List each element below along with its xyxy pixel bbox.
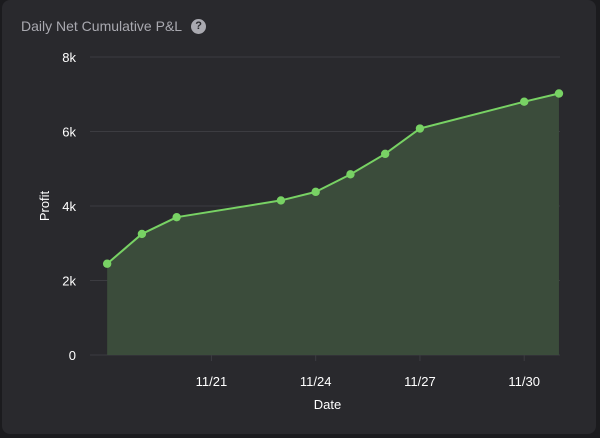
area-layer (107, 93, 559, 355)
line-layer (106, 92, 560, 265)
x-tick-label: 11/21 (196, 374, 228, 389)
series-line (106, 92, 560, 265)
data-point (172, 212, 181, 222)
data-point (346, 170, 355, 179)
data-point (554, 89, 564, 98)
y-tick-label: 2k (62, 274, 76, 289)
data-point (520, 97, 529, 106)
data-point (415, 124, 425, 133)
x-tick-label: 11/24 (300, 374, 332, 389)
x-tick-label: 11/30 (508, 374, 540, 389)
y-tick-label: 4k (62, 199, 76, 214)
y-tick-label: 0 (69, 348, 76, 363)
y-axis-ticks: 0 2k 4k 6k 8k (62, 50, 76, 363)
x-axis-ticks: 11/21 11/24 11/27 11/30 (196, 355, 540, 389)
series-area (107, 93, 559, 355)
chart-header: Daily Net Cumulative P&L ? (21, 18, 207, 34)
data-point (137, 229, 147, 239)
data-point (311, 187, 320, 197)
y-axis-title: Profit (37, 190, 52, 221)
y-tick-label: 8k (62, 50, 76, 65)
data-point (102, 259, 112, 268)
data-point (380, 149, 390, 159)
x-axis-title: Date (314, 397, 341, 412)
data-point (276, 196, 286, 205)
y-tick-label: 6k (62, 125, 76, 140)
point-layer (102, 89, 564, 268)
help-icon[interactable]: ? (191, 18, 207, 34)
x-tick-label: 11/27 (404, 374, 436, 389)
chart-title: Daily Net Cumulative P&L (21, 18, 183, 34)
